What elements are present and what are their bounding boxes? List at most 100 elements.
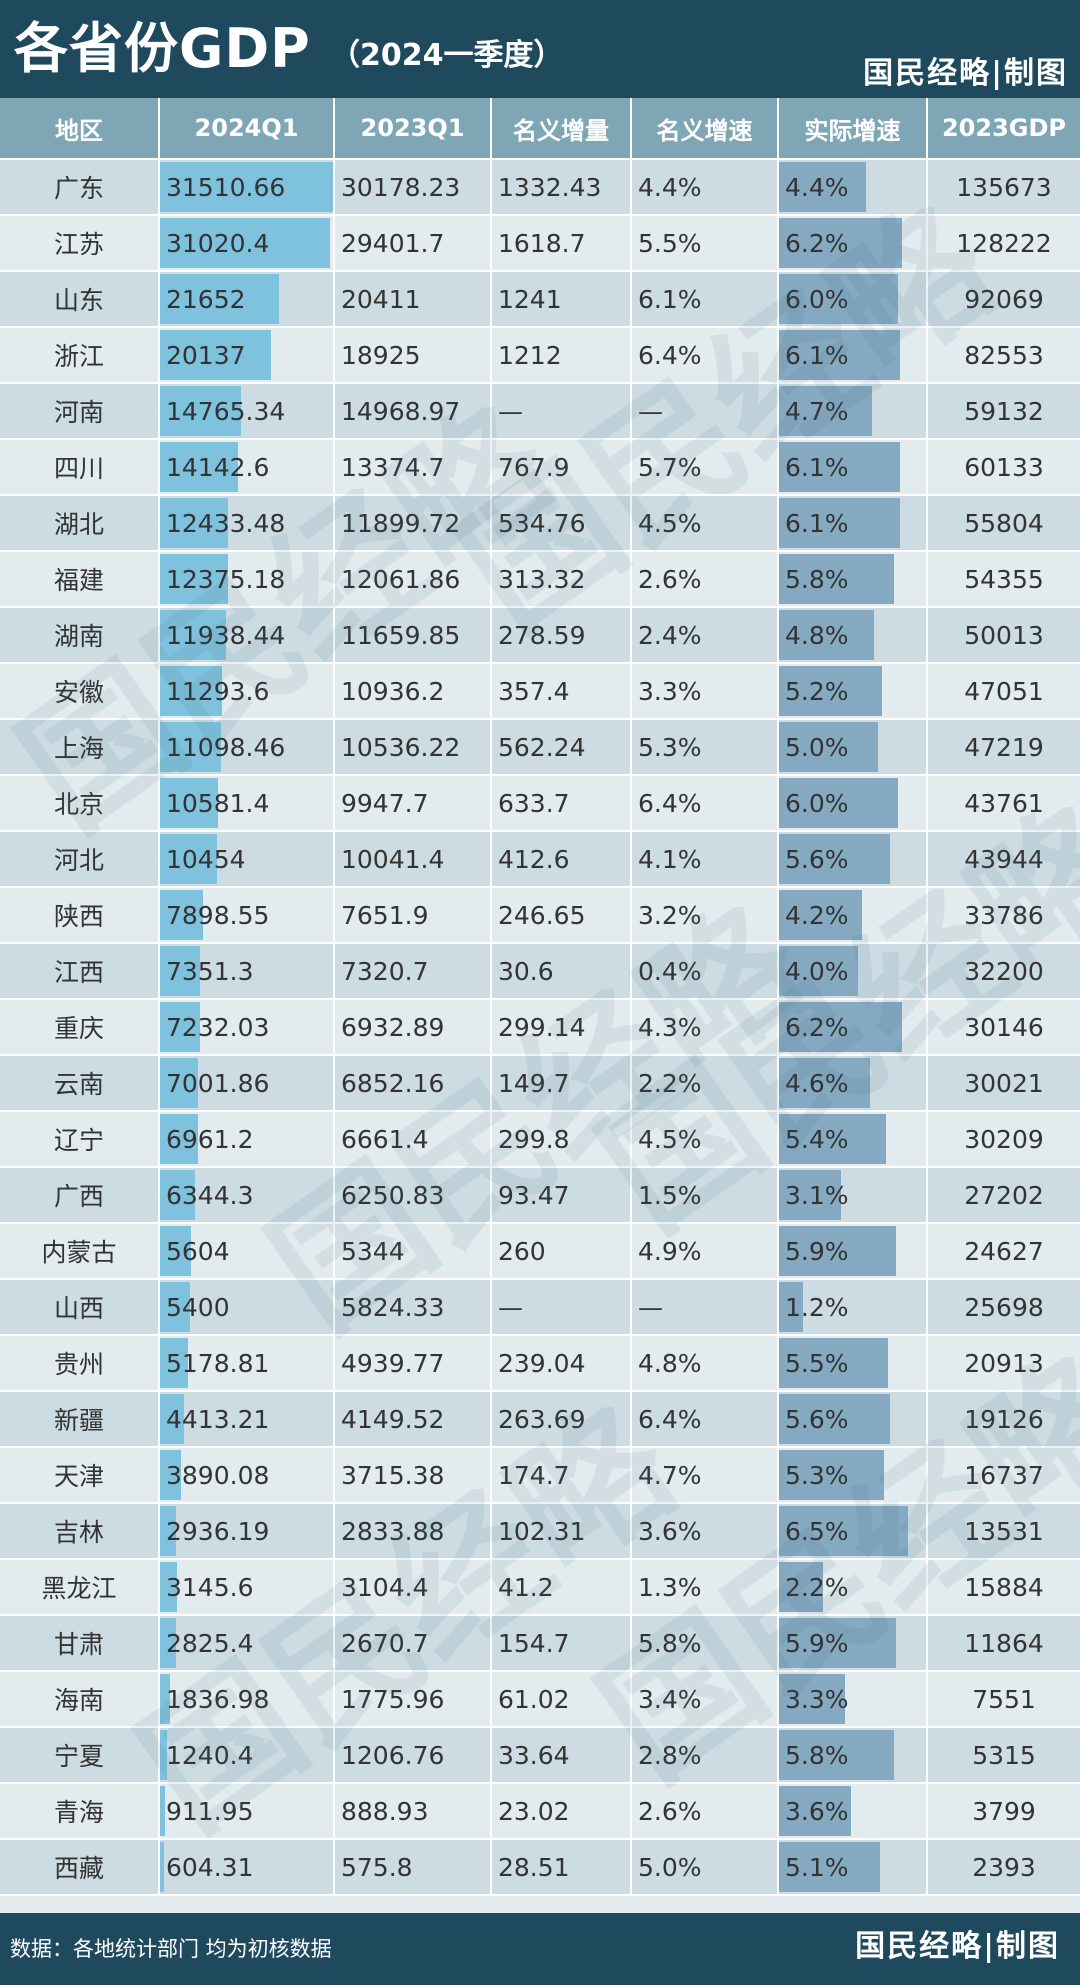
table-row: 黑龙江 3145.6 3104.4 41.2 1.3% 2.2% 15884 bbox=[0, 1560, 1080, 1616]
value-q1-2024: 12375.18 bbox=[166, 564, 286, 594]
cell-region: 辽宁 bbox=[0, 1112, 160, 1166]
value-gdp-2023: 2393 bbox=[972, 1852, 1036, 1882]
value-nominal-growth: 6.4% bbox=[638, 788, 702, 818]
cell-q1-2023: 7320.7 bbox=[335, 944, 492, 998]
value-nominal-increase: 263.69 bbox=[498, 1404, 586, 1434]
bar-real-growth bbox=[779, 1170, 841, 1220]
value-nominal-growth: 4.5% bbox=[638, 1124, 702, 1154]
cell-region: 西藏 bbox=[0, 1840, 160, 1894]
cell-q1-2024: 5178.81 bbox=[160, 1336, 335, 1390]
value-gdp-2023: 25698 bbox=[964, 1292, 1044, 1322]
cell-nominal-growth: 6.4% bbox=[632, 776, 779, 830]
cell-nominal-growth: 3.6% bbox=[632, 1504, 779, 1558]
value-q1-2023: 888.93 bbox=[341, 1796, 429, 1826]
value-q1-2023: 12061.86 bbox=[341, 564, 461, 594]
bar-q1-2024 bbox=[160, 890, 204, 940]
cell-region: 北京 bbox=[0, 776, 160, 830]
cell-nominal-growth: 2.6% bbox=[632, 552, 779, 606]
value-gdp-2023: 33786 bbox=[964, 900, 1044, 930]
value-q1-2024: 911.95 bbox=[166, 1796, 254, 1826]
value-region: 北京 bbox=[53, 790, 104, 819]
cell-q1-2024: 12375.18 bbox=[160, 552, 335, 606]
cell-nominal-growth: 2.2% bbox=[632, 1056, 779, 1110]
value-region: 江西 bbox=[53, 958, 104, 987]
cell-gdp-2023: 19126 bbox=[928, 1392, 1080, 1446]
cell-q1-2024: 7001.86 bbox=[160, 1056, 335, 1110]
bar-real-growth bbox=[779, 1674, 845, 1724]
bar-real-growth bbox=[779, 1562, 823, 1612]
value-q1-2023: 18925 bbox=[341, 340, 421, 370]
column-header-q1-2023: 2023Q1 bbox=[335, 98, 492, 158]
cell-real-growth: 5.9% bbox=[779, 1616, 928, 1670]
value-q1-2023: 3715.38 bbox=[341, 1460, 445, 1490]
value-gdp-2023: 27202 bbox=[964, 1180, 1044, 1210]
cell-gdp-2023: 15884 bbox=[928, 1560, 1080, 1614]
cell-region: 云南 bbox=[0, 1056, 160, 1110]
value-gdp-2023: 54355 bbox=[964, 564, 1044, 594]
cell-q1-2024: 14142.6 bbox=[160, 440, 335, 494]
value-q1-2023: 20411 bbox=[341, 284, 421, 314]
bar-real-growth bbox=[779, 442, 901, 492]
column-header-nominal-increase: 名义增量 bbox=[492, 98, 632, 158]
bar-real-growth bbox=[779, 1506, 909, 1556]
cell-real-growth: 4.6% bbox=[779, 1056, 928, 1110]
value-nominal-growth: 4.7% bbox=[638, 1460, 702, 1490]
bar-real-growth bbox=[779, 666, 883, 716]
cell-gdp-2023: 55804 bbox=[928, 496, 1080, 550]
cell-region: 江西 bbox=[0, 944, 160, 998]
bar-real-growth bbox=[779, 1114, 887, 1164]
value-nominal-growth: — bbox=[638, 1292, 663, 1322]
value-q1-2023: 10536.22 bbox=[341, 732, 461, 762]
value-region: 青海 bbox=[53, 1798, 104, 1827]
column-header-gdp-2023: 2023GDP bbox=[941, 114, 1066, 142]
value-real-growth: 4.6% bbox=[785, 1068, 849, 1098]
cell-real-growth: 2.2% bbox=[779, 1560, 928, 1614]
value-nominal-increase: 246.65 bbox=[498, 900, 586, 930]
bar-real-growth bbox=[779, 890, 863, 940]
bar-q1-2024 bbox=[160, 1114, 199, 1164]
cell-nominal-increase: 41.2 bbox=[492, 1560, 632, 1614]
cell-nominal-growth: 3.3% bbox=[632, 664, 779, 718]
value-real-growth: 4.2% bbox=[785, 900, 849, 930]
cell-nominal-growth: 4.3% bbox=[632, 1000, 779, 1054]
value-nominal-growth: 4.5% bbox=[638, 508, 702, 538]
cell-q1-2023: 13374.7 bbox=[335, 440, 492, 494]
value-nominal-growth: 6.4% bbox=[638, 340, 702, 370]
value-real-growth: 4.7% bbox=[785, 396, 849, 426]
value-nominal-growth: 2.8% bbox=[638, 1740, 702, 1770]
value-real-growth: 5.1% bbox=[785, 1852, 849, 1882]
value-nominal-growth: 3.6% bbox=[638, 1516, 702, 1546]
cell-nominal-increase: 263.69 bbox=[492, 1392, 632, 1446]
value-real-growth: 3.1% bbox=[785, 1180, 849, 1210]
value-q1-2023: 6852.16 bbox=[341, 1068, 445, 1098]
cell-q1-2023: 11659.85 bbox=[335, 608, 492, 662]
cell-nominal-growth: 1.5% bbox=[632, 1168, 779, 1222]
cell-q1-2024: 21652 bbox=[160, 272, 335, 326]
cell-gdp-2023: 59132 bbox=[928, 384, 1080, 438]
value-nominal-increase: — bbox=[498, 396, 523, 426]
cell-q1-2024: 31020.4 bbox=[160, 216, 335, 270]
value-gdp-2023: 55804 bbox=[964, 508, 1044, 538]
cell-gdp-2023: 50013 bbox=[928, 608, 1080, 662]
bar-q1-2024 bbox=[160, 1786, 165, 1836]
page-subtitle: （2024一季度） bbox=[330, 38, 564, 73]
bar-real-growth bbox=[779, 218, 903, 268]
value-real-growth: 5.8% bbox=[785, 564, 849, 594]
cell-nominal-increase: 30.6 bbox=[492, 944, 632, 998]
cell-real-growth: 4.0% bbox=[779, 944, 928, 998]
cell-q1-2023: 6250.83 bbox=[335, 1168, 492, 1222]
value-q1-2024: 14142.6 bbox=[166, 452, 270, 482]
cell-gdp-2023: 20913 bbox=[928, 1336, 1080, 1390]
cell-gdp-2023: 7551 bbox=[928, 1672, 1080, 1726]
value-nominal-increase: 562.24 bbox=[498, 732, 586, 762]
cell-q1-2024: 4413.21 bbox=[160, 1392, 335, 1446]
cell-gdp-2023: 135673 bbox=[928, 160, 1080, 214]
value-real-growth: 6.5% bbox=[785, 1516, 849, 1546]
cell-region: 黑龙江 bbox=[0, 1560, 160, 1614]
bar-q1-2024 bbox=[160, 1282, 190, 1332]
cell-region: 内蒙古 bbox=[0, 1224, 160, 1278]
value-q1-2023: 2670.7 bbox=[341, 1628, 429, 1658]
value-q1-2024: 21652 bbox=[166, 284, 246, 314]
bar-real-growth bbox=[779, 1338, 889, 1388]
value-gdp-2023: 43761 bbox=[964, 788, 1044, 818]
